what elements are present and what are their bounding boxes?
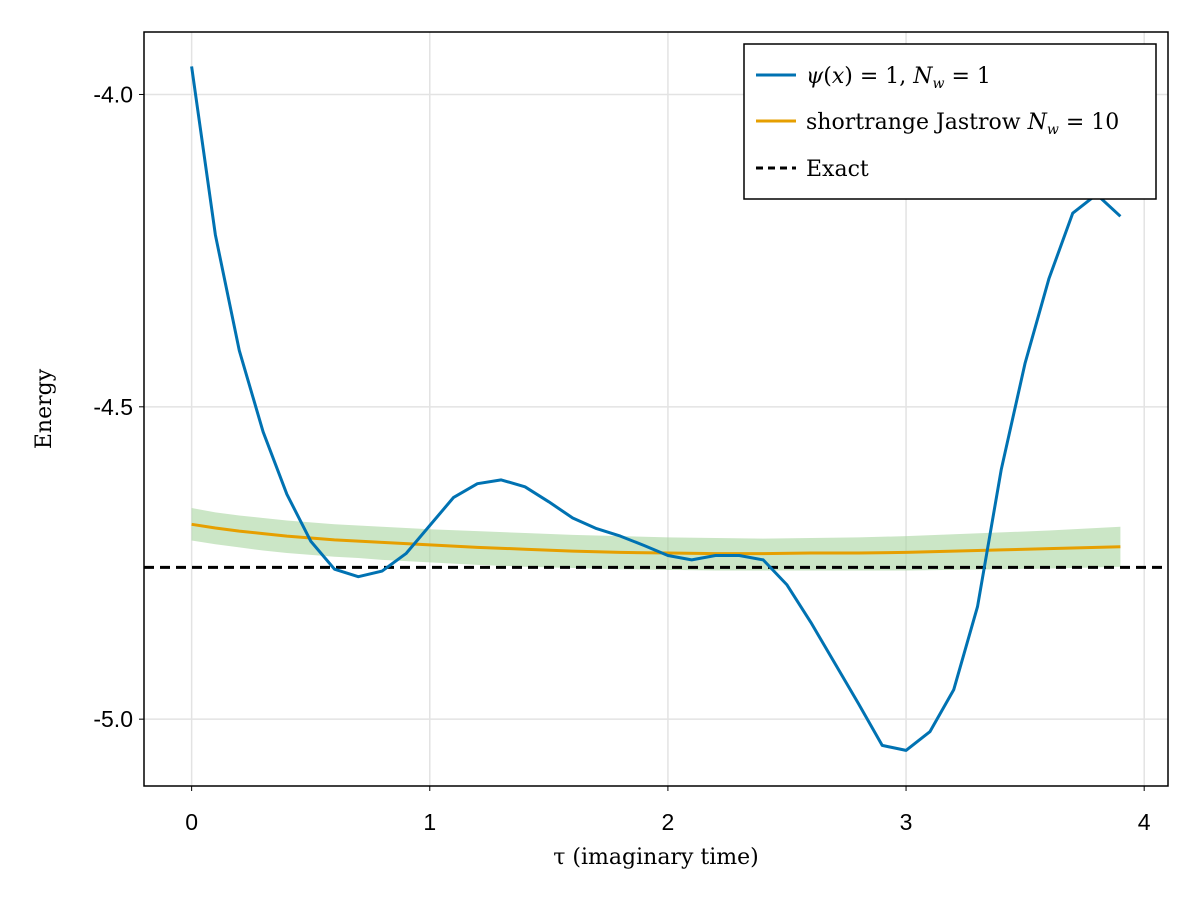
legend-label-exact: Exact	[806, 157, 869, 182]
tick-labels: 0 1 2 3 4 -4.0 -4.5 -5.0	[93, 81, 1150, 835]
x-axis-label: τ (imaginary time)	[553, 845, 758, 870]
plot-frame	[143, 31, 1169, 787]
legend-box	[743, 43, 1157, 200]
x-tick-label: 2	[662, 809, 675, 835]
y-axis-label: Energy	[32, 368, 57, 449]
jastrow-confidence-band	[191, 508, 1121, 571]
y-tick-label: -4.5	[93, 394, 133, 420]
x-tick-label: 1	[423, 809, 436, 835]
series-layer	[144, 66, 1168, 752]
x-tick-label: 0	[185, 809, 198, 835]
confidence-band-layer	[191, 508, 1121, 571]
jastrow-series-line	[191, 522, 1121, 556]
y-tick-label: -5.0	[93, 706, 133, 732]
legend: ψ(x) = 1, Nw = 1 shortrange Jastrow Nw =…	[743, 43, 1157, 200]
legend-label-blue: ψ(x) = 1, Nw = 1	[806, 64, 991, 92]
psi-one-series-line	[190, 66, 1122, 752]
y-tick-label: -4.0	[93, 81, 133, 107]
x-tick-label: 3	[900, 809, 913, 835]
x-tick-label: 4	[1138, 809, 1151, 835]
legend-label-orange: shortrange Jastrow Nw = 10	[806, 110, 1119, 138]
